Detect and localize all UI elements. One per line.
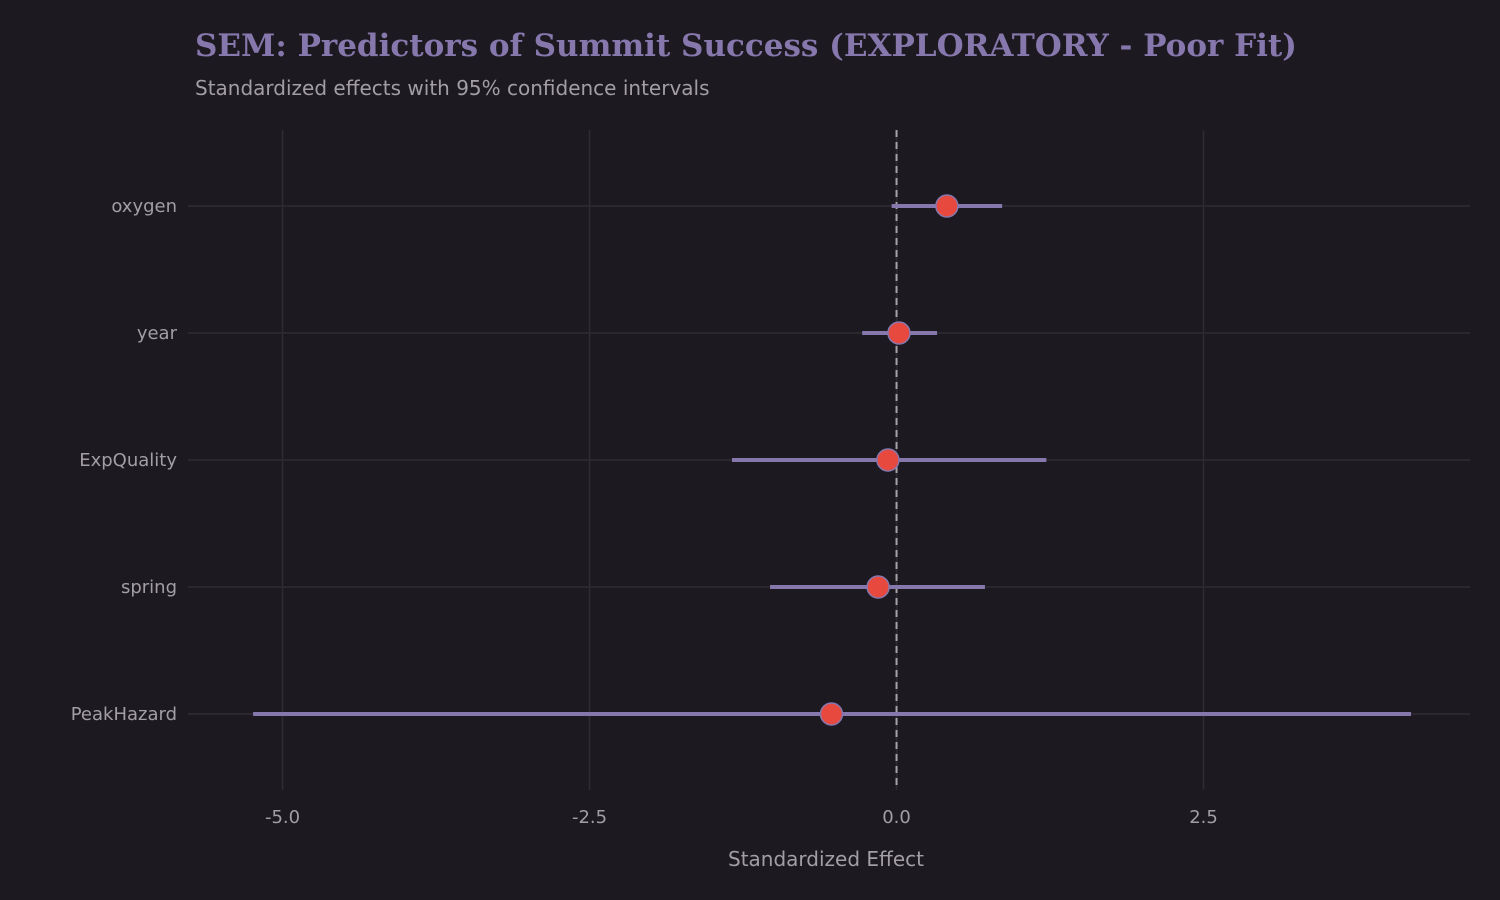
y-tick-label: ExpQuality <box>79 450 177 471</box>
chart-title: SEM: Predictors of Summit Success (EXPLO… <box>195 28 1297 64</box>
y-tick-label: spring <box>121 577 177 598</box>
x-tick-label: -5.0 <box>265 807 300 828</box>
y-tick-label: oxygen <box>111 196 177 217</box>
y-tick-label: PeakHazard <box>71 704 177 725</box>
x-tick-label: 2.5 <box>1189 807 1218 828</box>
estimate-point-oxygen <box>935 194 959 218</box>
chart-subtitle: Standardized effects with 95% confidence… <box>195 76 710 100</box>
estimate-point-spring <box>866 575 890 599</box>
estimate-point-ExpQuality <box>876 448 900 472</box>
x-tick-label: 0.0 <box>882 807 911 828</box>
x-tick-label: -2.5 <box>572 807 607 828</box>
estimate-point-PeakHazard <box>819 702 844 726</box>
estimate-point-year <box>887 321 911 345</box>
y-tick-label: year <box>137 323 178 344</box>
x-axis-label: Standardized Effect <box>728 847 924 871</box>
